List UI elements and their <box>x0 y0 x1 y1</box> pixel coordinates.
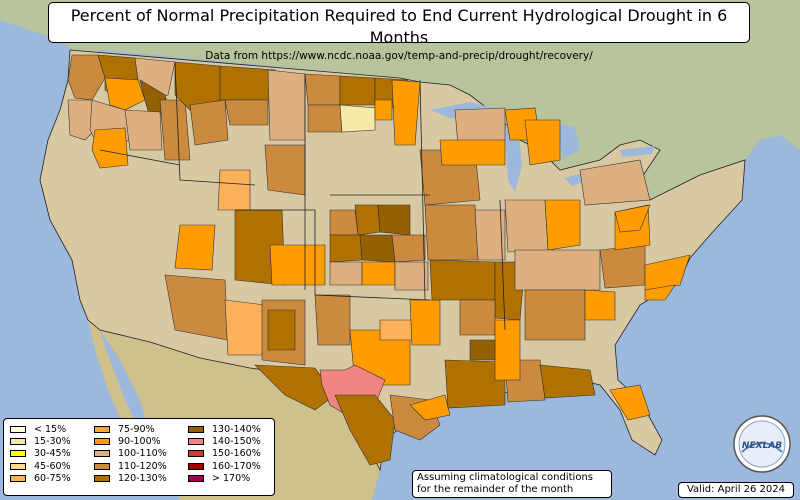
legend: < 15% 15-30% 30-45% 45-60% 60-75% 75-90% 90-1… <box>3 418 275 496</box>
legend-item: 130-140% <box>188 423 261 435</box>
assumption-note: Assuming climatological conditions for t… <box>412 470 612 498</box>
legend-label: 150-160% <box>212 448 261 460</box>
legend-label: 60-75% <box>34 472 71 484</box>
legend-label: 110-120% <box>118 460 167 472</box>
legend-label: < 15% <box>34 423 67 435</box>
lake-michigan <box>505 125 522 192</box>
legend-swatch <box>94 425 110 433</box>
map-title: Percent of Normal Precipitation Required… <box>70 6 728 47</box>
legend-item: > 170% <box>188 472 261 484</box>
legend-item: 100-110% <box>94 448 167 460</box>
legend-swatch <box>94 474 110 482</box>
legend-item: 30-45% <box>10 448 71 460</box>
legend-label: 90-100% <box>118 435 161 447</box>
legend-item: 120-130% <box>94 472 167 484</box>
canada-landmass <box>0 0 800 200</box>
legend-swatch <box>10 462 26 470</box>
legend-label: 75-90% <box>118 423 155 435</box>
legend-label: 120-130% <box>118 472 167 484</box>
legend-label: 130-140% <box>212 423 261 435</box>
legend-item: 160-170% <box>188 460 261 472</box>
legend-label: 45-60% <box>34 460 71 472</box>
lake-ontario <box>620 146 655 157</box>
legend-swatch <box>94 462 110 470</box>
legend-item: 60-75% <box>10 472 71 484</box>
legend-item: 90-100% <box>94 435 167 447</box>
legend-swatch <box>188 474 204 482</box>
legend-label: 100-110% <box>118 448 167 460</box>
map-subtitle: Data from https://www.ncdc.noaa.gov/temp… <box>205 50 593 62</box>
legend-column-1: < 15% 15-30% 30-45% 45-60% 60-75% <box>10 423 71 484</box>
title-box: Percent of Normal Precipitation Required… <box>48 2 750 62</box>
legend-swatch <box>94 450 110 458</box>
legend-item: 45-60% <box>10 460 71 472</box>
nexlab-logo-icon: NEXLAB <box>733 415 791 473</box>
legend-label: > 170% <box>212 472 251 484</box>
legend-item: 150-160% <box>188 448 261 460</box>
legend-column-3: 130-140% 140-150% 150-160% 160-170% > 170% <box>188 423 261 484</box>
legend-swatch <box>10 450 26 458</box>
legend-swatch <box>94 437 110 445</box>
state-borders <box>99 61 506 331</box>
legend-label: 30-45% <box>34 448 71 460</box>
assumption-note-line1: Assuming climatological conditions <box>417 472 593 483</box>
legend-label: 160-170% <box>212 460 261 472</box>
assumption-note-line2: for the remainder of the month <box>417 484 574 495</box>
legend-item: 140-150% <box>188 435 261 447</box>
legend-swatch <box>10 437 26 445</box>
legend-swatch <box>188 462 204 470</box>
legend-swatch <box>188 437 204 445</box>
legend-swatch <box>188 450 204 458</box>
legend-swatch <box>10 425 26 433</box>
logo-text: NEXLAB <box>742 441 782 451</box>
legend-column-2: 75-90% 90-100% 100-110% 110-120% 120-130% <box>94 423 167 484</box>
legend-label: 140-150% <box>212 435 261 447</box>
legend-item: < 15% <box>10 423 71 435</box>
drought-regions <box>67 54 691 466</box>
valid-date: Valid: April 26 2024 <box>678 482 794 498</box>
legend-item: 75-90% <box>94 423 167 435</box>
legend-swatch <box>10 474 26 482</box>
legend-swatch <box>188 425 204 433</box>
legend-label: 15-30% <box>34 435 71 447</box>
legend-item: 110-120% <box>94 460 167 472</box>
legend-item: 15-30% <box>10 435 71 447</box>
